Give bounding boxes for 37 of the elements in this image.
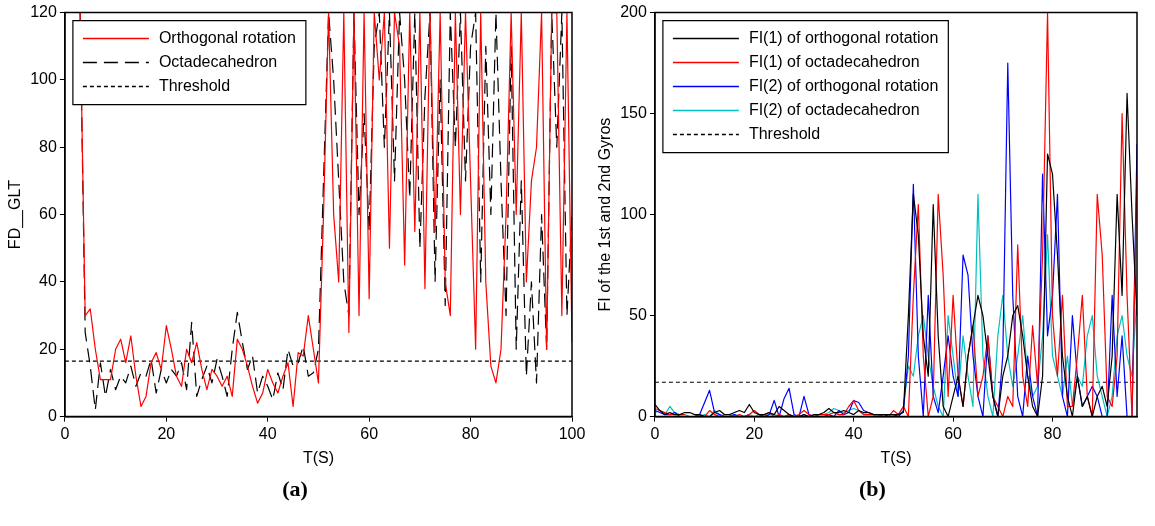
legend-label: Octadecahedron <box>158 53 278 71</box>
legend-label: Threshold <box>748 125 821 143</box>
legend-label: Orthogonal rotation <box>158 29 296 47</box>
y-tick-label: 150 <box>620 104 647 122</box>
x-tick-label: 20 <box>745 424 764 442</box>
legend-label: FI(2) of octadecahedron <box>748 101 920 119</box>
x-tick-label: 60 <box>360 424 379 442</box>
x-tick-label: 0 <box>650 424 660 442</box>
y-tick-label: 80 <box>39 137 57 155</box>
legend-label: FI(2) of orthogonal rotation <box>748 77 939 95</box>
x-tick-label: 40 <box>844 424 863 442</box>
x-tick-label: 80 <box>1043 424 1062 442</box>
x-tick-label: 60 <box>944 424 963 442</box>
y-tick-label: 100 <box>30 70 57 88</box>
x-axis-title: T(S) <box>302 448 334 466</box>
x-tick-label: 40 <box>258 424 277 442</box>
y-tick-label: 50 <box>629 306 647 324</box>
x-tick-label: 0 <box>60 424 70 442</box>
y-tick-label: 0 <box>637 407 647 425</box>
x-tick-label: 80 <box>461 424 480 442</box>
y-tick-label: 200 <box>620 3 647 21</box>
y-tick-label: 100 <box>620 205 647 223</box>
x-tick-label: 100 <box>558 424 586 442</box>
legend-label: FI(1) of orthogonal rotation <box>748 29 939 47</box>
y-tick-label: 40 <box>39 272 57 290</box>
y-tick-label: 60 <box>39 205 57 223</box>
x-axis-title: T(S) <box>880 448 912 466</box>
y-tick-label: 120 <box>30 3 57 21</box>
x-tick-label: 20 <box>157 424 176 442</box>
y-axis-title: FI of the 1st and 2nd Gyros <box>596 117 614 312</box>
text: (a) <box>281 476 309 502</box>
text: (b) <box>858 476 887 502</box>
legend-label: Threshold <box>158 77 231 95</box>
y-axis-title: FD__GLT <box>6 179 25 250</box>
y-tick-label: 0 <box>47 407 57 425</box>
y-tick-label: 20 <box>39 339 57 357</box>
legend-label: FI(1) of octadecahedron <box>748 53 920 71</box>
